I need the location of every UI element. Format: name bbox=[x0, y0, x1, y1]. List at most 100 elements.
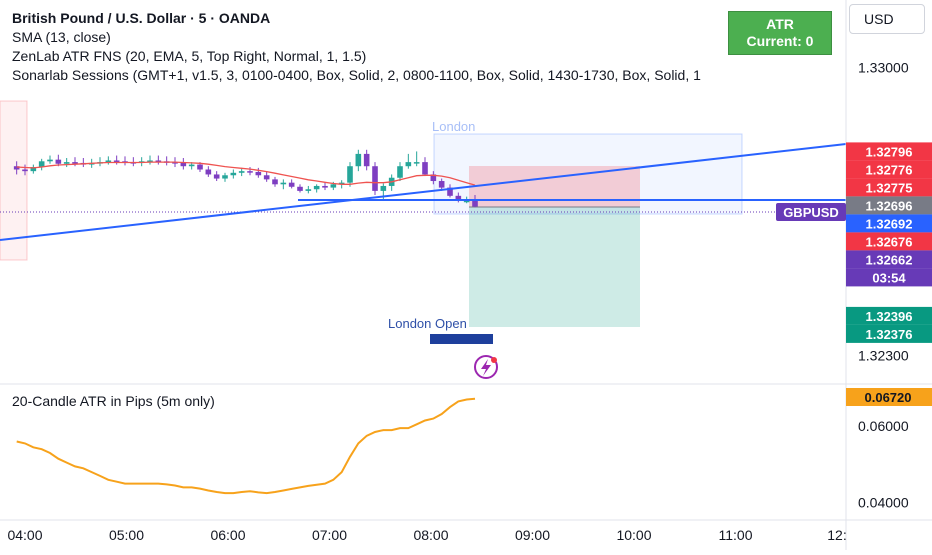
currency-button-label: USD bbox=[864, 11, 894, 27]
currency-button[interactable]: USD bbox=[849, 4, 925, 34]
time-tick-label: 10:00 bbox=[616, 527, 651, 543]
price-tag bbox=[846, 178, 932, 197]
symbol-title[interactable]: British Pound / U.S. Dollar · 5 · OANDA bbox=[12, 10, 271, 26]
london-open-marker bbox=[430, 334, 493, 344]
price-tag bbox=[846, 250, 932, 269]
price-tag bbox=[846, 160, 932, 179]
candle-body bbox=[347, 166, 353, 183]
candle-body bbox=[238, 171, 245, 173]
price-tags-group: 1.32796 1.32776 1.32775 1.32696 1.32692 1.326… bbox=[846, 142, 932, 343]
time-tick-label: 08:00 bbox=[413, 527, 448, 543]
price-tag bbox=[846, 306, 932, 325]
price-tag bbox=[846, 214, 932, 233]
candle-body bbox=[30, 167, 37, 172]
price-tag-label: 1.32696 bbox=[866, 198, 913, 213]
candle-body bbox=[147, 160, 153, 162]
candle-body bbox=[413, 162, 420, 164]
time-tick-label: 09:00 bbox=[515, 527, 550, 543]
atr-value-tag: 0.06720 bbox=[846, 388, 932, 406]
london-open-label: London Open bbox=[388, 316, 467, 331]
atr-axis[interactable]: 0.06000 0.04000 bbox=[858, 418, 909, 511]
candle-body bbox=[455, 195, 462, 201]
candle-body bbox=[180, 162, 187, 167]
candle-body bbox=[255, 171, 262, 176]
price-tag-label: 1.32775 bbox=[866, 180, 913, 195]
atr-value-tag-label: 0.06720 bbox=[865, 390, 912, 405]
atr-badge: ATR Current: 0 bbox=[728, 11, 832, 55]
candle-body bbox=[380, 185, 387, 191]
candle-body bbox=[105, 160, 112, 163]
price-tag-label: 1.32676 bbox=[866, 234, 913, 249]
indicator-legend-sessions[interactable]: Sonarlab Sessions (GMT+1, v1.5, 3, 0100-… bbox=[12, 67, 701, 83]
price-tag bbox=[846, 324, 932, 343]
candle-body bbox=[322, 185, 328, 188]
price-tag-label: 1.32376 bbox=[866, 327, 913, 342]
price-tag bbox=[846, 142, 932, 161]
candle-body bbox=[288, 182, 295, 187]
candle-body bbox=[172, 162, 178, 164]
price-tag bbox=[846, 268, 932, 287]
candle-body bbox=[472, 200, 478, 207]
price-tag-label: 1.32692 bbox=[866, 216, 913, 231]
time-tick-label: 12: bbox=[827, 527, 846, 543]
price-tag bbox=[846, 232, 932, 251]
price-tag-label: 1.32396 bbox=[866, 309, 913, 324]
candle-body bbox=[447, 187, 453, 196]
candle-body bbox=[438, 181, 445, 188]
candle-body bbox=[372, 166, 378, 191]
time-tick-label: 04:00 bbox=[7, 527, 42, 543]
asia-session-box bbox=[0, 100, 28, 261]
lightning-icon[interactable] bbox=[474, 355, 498, 379]
candle-body bbox=[188, 164, 195, 167]
candle-body bbox=[405, 162, 412, 167]
candle-body bbox=[63, 162, 70, 164]
candle-body bbox=[230, 172, 237, 176]
candle-body bbox=[155, 160, 162, 162]
price-tag-label: 03:54 bbox=[872, 270, 906, 285]
candle-body bbox=[463, 200, 470, 203]
take-profit-zone bbox=[469, 207, 640, 327]
candle-body bbox=[430, 174, 437, 182]
time-tick-label: 05:00 bbox=[109, 527, 144, 543]
candle-body bbox=[330, 184, 337, 188]
atr-badge-title: ATR bbox=[766, 16, 794, 32]
symbol-tag[interactable]: GBPUSD bbox=[776, 203, 846, 221]
price-tag-label: 1.32796 bbox=[866, 144, 913, 159]
sma-line bbox=[16, 161, 476, 186]
candle-body bbox=[355, 153, 362, 167]
price-tag-label: 1.32662 bbox=[866, 252, 913, 267]
candle-body bbox=[222, 175, 228, 179]
candle-body bbox=[247, 171, 253, 173]
symbol-tag-label: GBPUSD bbox=[783, 205, 839, 220]
rising-trendline[interactable] bbox=[0, 143, 847, 241]
time-axis[interactable]: 04:00 05:00 06:00 07:00 08:00 09:00 10:00 11:00… bbox=[7, 527, 846, 543]
lower-pane-title[interactable]: 20-Candle ATR in Pips (5m only) bbox=[12, 393, 215, 409]
candle-body bbox=[263, 175, 270, 180]
price-tick-label: 1.33000 bbox=[858, 60, 909, 76]
candle-body bbox=[280, 182, 287, 185]
candle-body bbox=[363, 153, 370, 167]
atr-line bbox=[16, 397, 476, 495]
price-tag bbox=[846, 196, 932, 215]
atr-tick-label: 0.06000 bbox=[858, 418, 909, 434]
candle-body bbox=[38, 161, 45, 168]
time-tick-label: 06:00 bbox=[210, 527, 245, 543]
atr-badge-value: Current: 0 bbox=[746, 33, 814, 49]
candle-body bbox=[297, 186, 303, 191]
candle-body bbox=[213, 174, 220, 179]
time-tick-label: 11:00 bbox=[719, 527, 753, 543]
london-session-label: London bbox=[432, 119, 475, 134]
candle-body bbox=[272, 179, 278, 185]
indicator-legend-sma[interactable]: SMA (13, close) bbox=[12, 29, 111, 45]
atr-tick-label: 0.04000 bbox=[858, 495, 909, 511]
candle-body bbox=[22, 169, 28, 172]
price-tag-label: 1.32776 bbox=[866, 162, 913, 177]
indicator-legend-atr[interactable]: ZenLab ATR FNS (20, EMA, 5, Top Right, N… bbox=[12, 48, 367, 64]
time-tick-label: 07:00 bbox=[312, 527, 347, 543]
candle-body bbox=[338, 182, 345, 185]
price-tick-label: 1.32300 bbox=[858, 347, 909, 363]
candle-body bbox=[72, 162, 78, 164]
candle-body bbox=[113, 160, 120, 162]
